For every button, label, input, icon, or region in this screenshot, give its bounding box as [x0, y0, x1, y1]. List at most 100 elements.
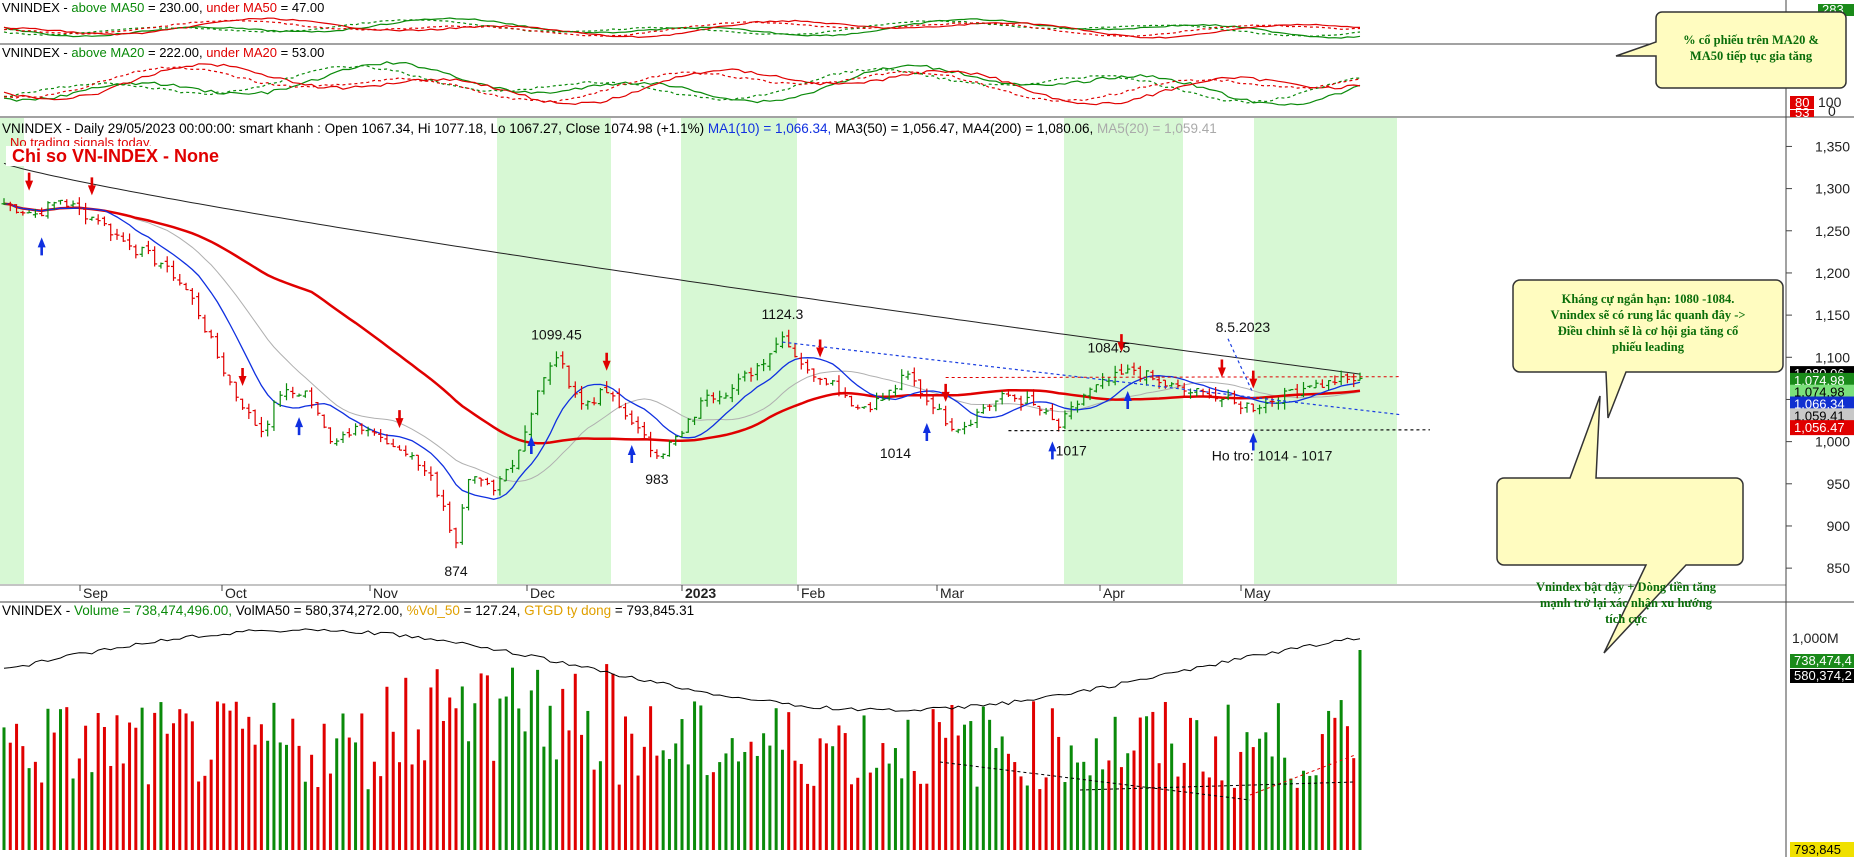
price-bar [58, 199, 63, 205]
price-bar [403, 445, 409, 457]
volume-bar [674, 743, 678, 850]
buy-arrow [627, 444, 636, 463]
price-bar [1043, 407, 1049, 415]
price-bar [974, 408, 980, 428]
volume-bar [1000, 736, 1004, 850]
price-bar [836, 375, 842, 397]
price-bar [566, 365, 572, 389]
volume-flat-line [1079, 781, 1356, 791]
price-bar [371, 428, 377, 436]
volume-bar [931, 709, 935, 850]
volume-bar [862, 715, 866, 850]
volume-bar [1270, 756, 1274, 850]
price-bar [936, 403, 942, 411]
volume-bar [1276, 703, 1280, 850]
price-bar [666, 440, 672, 457]
price-bar [1288, 388, 1294, 391]
volume-bar [1151, 711, 1155, 850]
volume-bar [21, 746, 25, 850]
price-bar [202, 314, 208, 333]
volume-bar [209, 759, 213, 850]
volume-bar [969, 721, 973, 850]
price-bar [440, 489, 446, 511]
price-bar [654, 449, 660, 459]
ma50-line [3, 202, 1361, 445]
sell-arrow [816, 339, 825, 358]
x-tick-apr: Apr [1103, 585, 1125, 601]
price-bar [911, 367, 917, 387]
volume-bar [1239, 751, 1243, 850]
volume-bar [523, 731, 527, 850]
price-bar [1175, 379, 1181, 390]
price-bar [1068, 401, 1074, 420]
volume-bar [71, 778, 75, 850]
price-header-ma4: MA4(200) = 1,080.06, [962, 121, 1093, 136]
price-bar [353, 423, 359, 436]
volume-bar [272, 702, 276, 850]
price-bar [478, 477, 484, 487]
volume-bar [360, 713, 364, 850]
price-header-prefix: VNINDEX - Daily 29/05/2023 00:00:00: sma… [2, 121, 704, 136]
volume-bar [1025, 785, 1029, 850]
volume-bar [1126, 753, 1130, 850]
volume-bar [109, 765, 113, 850]
price-bar [704, 389, 710, 407]
price-bar [158, 262, 164, 269]
price-bar [45, 201, 51, 219]
volume-bar [190, 721, 194, 850]
price-bar [1294, 383, 1300, 399]
price-bar [993, 400, 999, 412]
price-bar [1200, 388, 1206, 397]
annotation-6: 1084.5 [1087, 339, 1130, 355]
volume-bar [511, 667, 514, 850]
volume-bar [398, 762, 401, 850]
price-bar [553, 351, 559, 368]
volume-bar [1339, 700, 1343, 850]
price-bar [987, 404, 993, 411]
volume-bar [379, 776, 383, 850]
volume-bar [887, 763, 891, 850]
price-bar [817, 377, 823, 385]
price-bar [284, 383, 289, 401]
price-bar [95, 214, 101, 225]
volume-bar [266, 740, 270, 850]
price-bar [346, 428, 352, 438]
price-bar [510, 459, 515, 473]
price-bar [447, 501, 453, 533]
price-bar [214, 332, 220, 359]
volume-bar [1289, 778, 1293, 850]
volume-bar [592, 769, 596, 850]
volume-bar [755, 755, 759, 850]
volume-bar [259, 724, 263, 850]
price-title: Chi so VN-INDEX - None [12, 146, 219, 166]
volume-bar [598, 761, 602, 850]
price-tag-4: 1,059.41 [1794, 408, 1845, 423]
price-bars [1, 197, 1363, 549]
price-bar [1257, 404, 1263, 415]
highlight-bands [0, 118, 1397, 584]
breadth2-tag-80: 80 [1795, 95, 1809, 110]
breadth2-under-value: 53.00 [292, 45, 325, 60]
volume-bar [636, 775, 640, 850]
vol-volume: Volume = 738,474,496.00, [74, 603, 232, 618]
volume-bar [686, 764, 690, 850]
price-bar [999, 390, 1005, 405]
price-header-ma5: MA5(20) = 1,059.41 [1097, 121, 1217, 136]
volume-bar [711, 772, 715, 850]
volume-bar [423, 760, 427, 850]
price-bar [842, 387, 848, 398]
y-tick-1150: 1,150 [1815, 307, 1850, 323]
band-4 [1254, 118, 1397, 584]
volume-bar [172, 723, 175, 850]
volume-bar [1308, 775, 1312, 850]
breadth2-above-label: above MA20 [71, 45, 144, 60]
volume-bar [774, 708, 778, 850]
buy-arrow [37, 237, 46, 256]
ma20-under-avg-line [3, 66, 1361, 103]
volume-bar [573, 673, 577, 850]
vol-volma: VolMA50 = 580,374,272.00, [236, 603, 403, 618]
price-bar [949, 418, 955, 432]
price-bar [32, 208, 38, 218]
volume-bar [441, 720, 445, 850]
price-bar [20, 210, 26, 216]
